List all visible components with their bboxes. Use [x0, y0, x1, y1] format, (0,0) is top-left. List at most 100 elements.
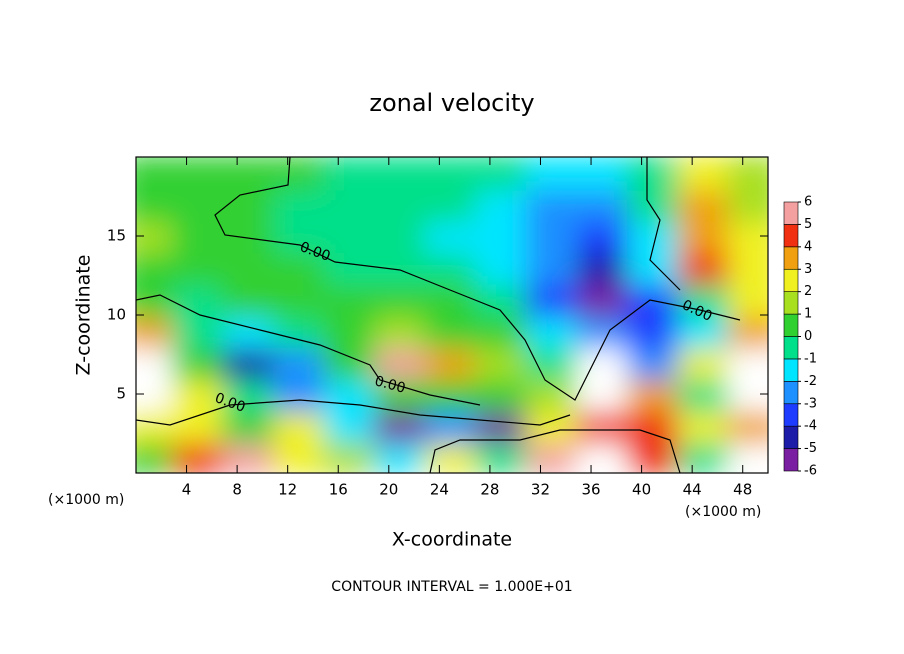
contour-field: [136, 157, 768, 473]
field-cell: [626, 186, 682, 223]
colorbar-label: 1: [804, 307, 812, 322]
field-cell: [475, 249, 530, 286]
field-cell: [222, 439, 278, 473]
field-cell: [424, 249, 480, 286]
field-cell: [273, 249, 328, 286]
field-cell: [475, 157, 530, 191]
colorbar-swatch: [783, 448, 799, 472]
field-cell: [525, 407, 581, 444]
field-cell: [728, 376, 768, 412]
colorbar-label: -3: [804, 396, 817, 411]
field-cell: [525, 439, 581, 473]
colorbar-label: 6: [804, 195, 812, 210]
contour-line: [429, 429, 681, 473]
x-tick-label: 28: [480, 481, 499, 499]
x-unit-label: (×1000 m): [48, 492, 124, 508]
colorbar: -6 -5 -4 -3 -2 -1 0 1 2 3 4 5 6: [783, 195, 817, 479]
field-cell: [475, 218, 530, 254]
contour-line: [136, 294, 481, 406]
field-cell: [475, 344, 530, 381]
field-cell: [475, 376, 530, 412]
field-cell: [222, 344, 278, 381]
field-cell: [677, 313, 733, 349]
field-cell: [171, 281, 227, 317]
field-cell: [273, 344, 328, 381]
field-cell: [525, 157, 581, 191]
field-cell: [576, 249, 631, 286]
field-cell: [424, 218, 480, 254]
field-cell: [323, 407, 379, 444]
colorbar-label: -4: [804, 419, 817, 434]
field-cell: [576, 344, 631, 381]
footer-note: CONTOUR INTERVAL = 1.000E+01: [331, 579, 572, 595]
x-tick-label: 4: [182, 481, 192, 499]
field-cell: [273, 439, 328, 473]
y-tick-label: 15: [107, 227, 126, 245]
field-cell: [171, 376, 227, 412]
field-cell: [222, 157, 278, 191]
field-cell: [576, 407, 631, 444]
field-cell: [475, 186, 530, 223]
field-cell: [136, 344, 176, 381]
field-cell: [424, 186, 480, 223]
contour-line: [136, 399, 571, 426]
x-axis-label: X-coordinate: [392, 529, 512, 551]
colorbar-swatch: [783, 201, 799, 225]
field-cell: [728, 313, 768, 349]
colorbar-label: -1: [804, 351, 817, 366]
field-cell: [626, 376, 682, 412]
field-cell: [677, 186, 733, 223]
field-cell: [323, 281, 379, 317]
field-cell: [424, 313, 480, 349]
field-cell: [424, 407, 480, 444]
field-cell: [525, 376, 581, 412]
field-cell: [171, 407, 227, 444]
colorbar-swatch: [783, 336, 799, 360]
field-cell: [424, 376, 480, 412]
x-tick-label: 40: [632, 481, 651, 499]
colorbar-label: 5: [804, 217, 812, 232]
field-cells: [136, 157, 768, 473]
field-cell: [374, 376, 429, 412]
x-tick-label: 16: [329, 481, 348, 499]
y-axis-label: Z-coordinate: [73, 255, 95, 376]
colorbar-label: -5: [804, 441, 817, 456]
field-cell: [171, 344, 227, 381]
field-cell: [626, 407, 682, 444]
field-cell: [475, 439, 530, 473]
field-cell: [525, 281, 581, 317]
colorbar-swatch: [783, 268, 799, 292]
field-cell: [273, 218, 328, 254]
field-cell: [374, 407, 429, 444]
field-cell: [677, 218, 733, 254]
x-tick-label: 24: [430, 481, 449, 499]
field-cell: [222, 186, 278, 223]
field-cell: [728, 186, 768, 223]
field-cell: [576, 439, 631, 473]
field-cell: [273, 281, 328, 317]
chart-title: zonal velocity: [369, 89, 534, 117]
field-cell: [576, 157, 631, 191]
field-cell: [525, 313, 581, 349]
field-cell: [222, 281, 278, 317]
field-cell: [273, 376, 328, 412]
field-cell: [525, 249, 581, 286]
field-cell: [222, 407, 278, 444]
colorbar-swatch: [783, 313, 799, 337]
field-cell: [323, 218, 379, 254]
field-cell: [728, 157, 768, 191]
colorbar-label: 3: [804, 262, 812, 277]
field-cell: [374, 439, 429, 473]
field-cell: [323, 376, 379, 412]
contour-line: [214, 157, 741, 401]
field-cell: [323, 249, 379, 286]
field-cell: [136, 218, 176, 254]
field-cell: [136, 157, 176, 191]
field-cell: [677, 157, 733, 191]
x-tick-label: 36: [581, 481, 600, 499]
field-cell: [374, 157, 429, 191]
field-cell: [424, 157, 480, 191]
field-cell: [576, 186, 631, 223]
x-tick-label: 12: [278, 481, 297, 499]
